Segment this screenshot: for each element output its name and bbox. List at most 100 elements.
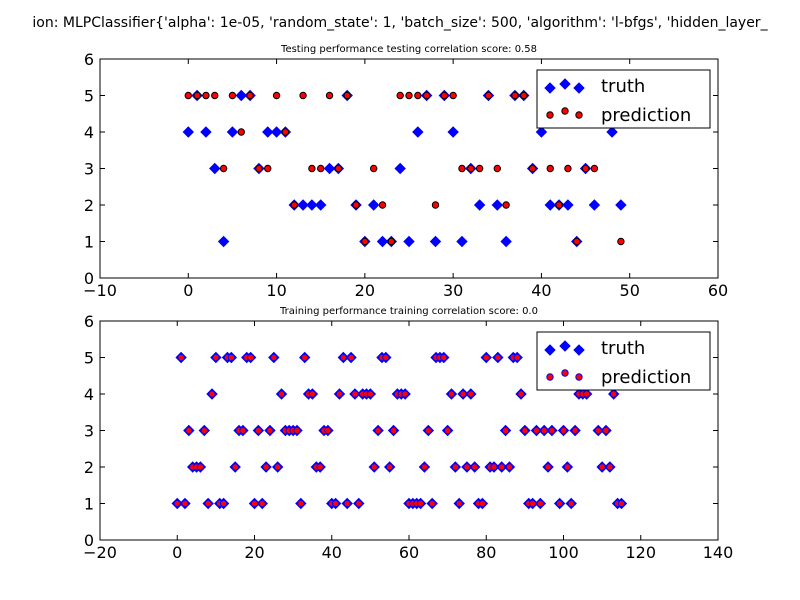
prediction-point xyxy=(617,499,626,508)
chart-training: Training performance training correlatio… xyxy=(83,306,733,562)
truth-point xyxy=(182,126,194,138)
x-tick-label: 50 xyxy=(620,281,640,300)
prediction-point xyxy=(185,426,193,435)
y-tick-label: 0 xyxy=(84,269,94,288)
prediction-point xyxy=(196,463,205,471)
truth-point xyxy=(394,162,406,175)
prediction-point xyxy=(366,390,375,398)
prediction-point xyxy=(202,91,210,100)
prediction-point xyxy=(325,91,334,100)
truth-point xyxy=(315,199,327,211)
prediction-point xyxy=(177,353,185,362)
legend: truth prediction xyxy=(536,69,711,129)
prediction-point xyxy=(343,499,351,508)
prediction-point xyxy=(270,353,278,362)
prediction-point xyxy=(184,91,192,100)
prediction-point xyxy=(231,463,239,471)
prediction-point xyxy=(532,426,541,435)
prediction-point xyxy=(219,499,228,508)
prediction-point xyxy=(511,91,519,100)
prediction-point xyxy=(449,91,457,100)
prediction-point xyxy=(299,91,307,100)
prediction-point xyxy=(455,499,463,508)
prediction-point xyxy=(505,463,514,471)
prediction-point xyxy=(254,426,263,435)
prediction-point xyxy=(590,164,599,173)
truth-point xyxy=(306,199,318,211)
prediction-point xyxy=(416,499,425,508)
y-tick-label: 5 xyxy=(84,349,94,368)
prediction-point xyxy=(555,499,564,508)
prediction-point xyxy=(181,499,189,508)
prediction-point xyxy=(347,353,355,362)
prediction-point xyxy=(573,237,581,246)
y-tick-label: 1 xyxy=(84,495,94,514)
x-tick-label: 120 xyxy=(625,543,656,562)
truth-point xyxy=(403,235,415,248)
prediction-point xyxy=(564,164,572,173)
prediction-point xyxy=(277,390,286,398)
y-tick-label: 3 xyxy=(84,422,94,441)
prediction-point xyxy=(200,426,208,435)
prediction-point xyxy=(361,237,369,246)
prediction-point xyxy=(258,499,266,508)
x-tick-label: 140 xyxy=(703,543,734,562)
prediction-point xyxy=(563,463,572,471)
prediction-point xyxy=(517,390,525,398)
legend-prediction-marker xyxy=(561,369,569,377)
prediction-point xyxy=(212,353,220,362)
truth-point xyxy=(429,235,442,248)
prediction-point xyxy=(387,237,396,246)
truth-point xyxy=(209,162,221,175)
prediction-point xyxy=(293,426,301,435)
prediction-point xyxy=(544,463,552,471)
prediction-point xyxy=(420,463,429,471)
prediction-point xyxy=(536,499,545,508)
truth-point xyxy=(412,126,424,138)
prediction-point xyxy=(239,426,247,435)
prediction-point xyxy=(458,164,466,173)
prediction-point xyxy=(297,499,305,508)
prediction-point xyxy=(219,164,228,173)
prediction-point xyxy=(316,463,324,471)
prediction-point xyxy=(324,426,332,435)
legend-prediction-marker xyxy=(561,107,569,115)
truth-point xyxy=(491,199,503,211)
truth-point xyxy=(235,89,247,102)
legend-truth-marker xyxy=(573,344,585,356)
truth-point xyxy=(588,199,601,211)
prediction-point xyxy=(555,201,563,209)
prediction-point xyxy=(528,164,537,173)
prediction-point xyxy=(369,164,378,173)
prediction-point xyxy=(401,390,409,398)
truth-point xyxy=(376,235,389,248)
prediction-point xyxy=(463,463,471,471)
truth-point xyxy=(447,126,459,138)
prediction-point xyxy=(443,426,452,435)
figure-title: ion: MLPClassifier{'alpha': 1e-05, 'rand… xyxy=(32,15,768,31)
x-tick-label: −20 xyxy=(83,543,117,562)
legend-truth-marker xyxy=(544,344,556,356)
prediction-point xyxy=(262,463,270,471)
truth-point xyxy=(226,126,239,138)
truth-point xyxy=(615,199,627,211)
prediction-point xyxy=(467,164,475,173)
prediction-point xyxy=(334,164,343,173)
prediction-point xyxy=(467,390,475,398)
prediction-point xyxy=(228,91,237,100)
prediction-point xyxy=(396,91,404,100)
prediction-point xyxy=(594,426,602,435)
truth-point xyxy=(217,235,230,248)
legend-label-truth: truth xyxy=(601,76,645,97)
prediction-point xyxy=(475,164,484,173)
x-tick-label: 10 xyxy=(266,281,286,300)
prediction-point xyxy=(290,201,298,209)
prediction-point xyxy=(571,426,579,435)
prediction-point xyxy=(528,499,537,508)
prediction-point xyxy=(193,91,201,100)
legend-prediction-marker xyxy=(546,373,554,381)
legend-truth-marker xyxy=(559,78,571,90)
prediction-point xyxy=(378,201,387,209)
prediction-point xyxy=(389,426,398,435)
